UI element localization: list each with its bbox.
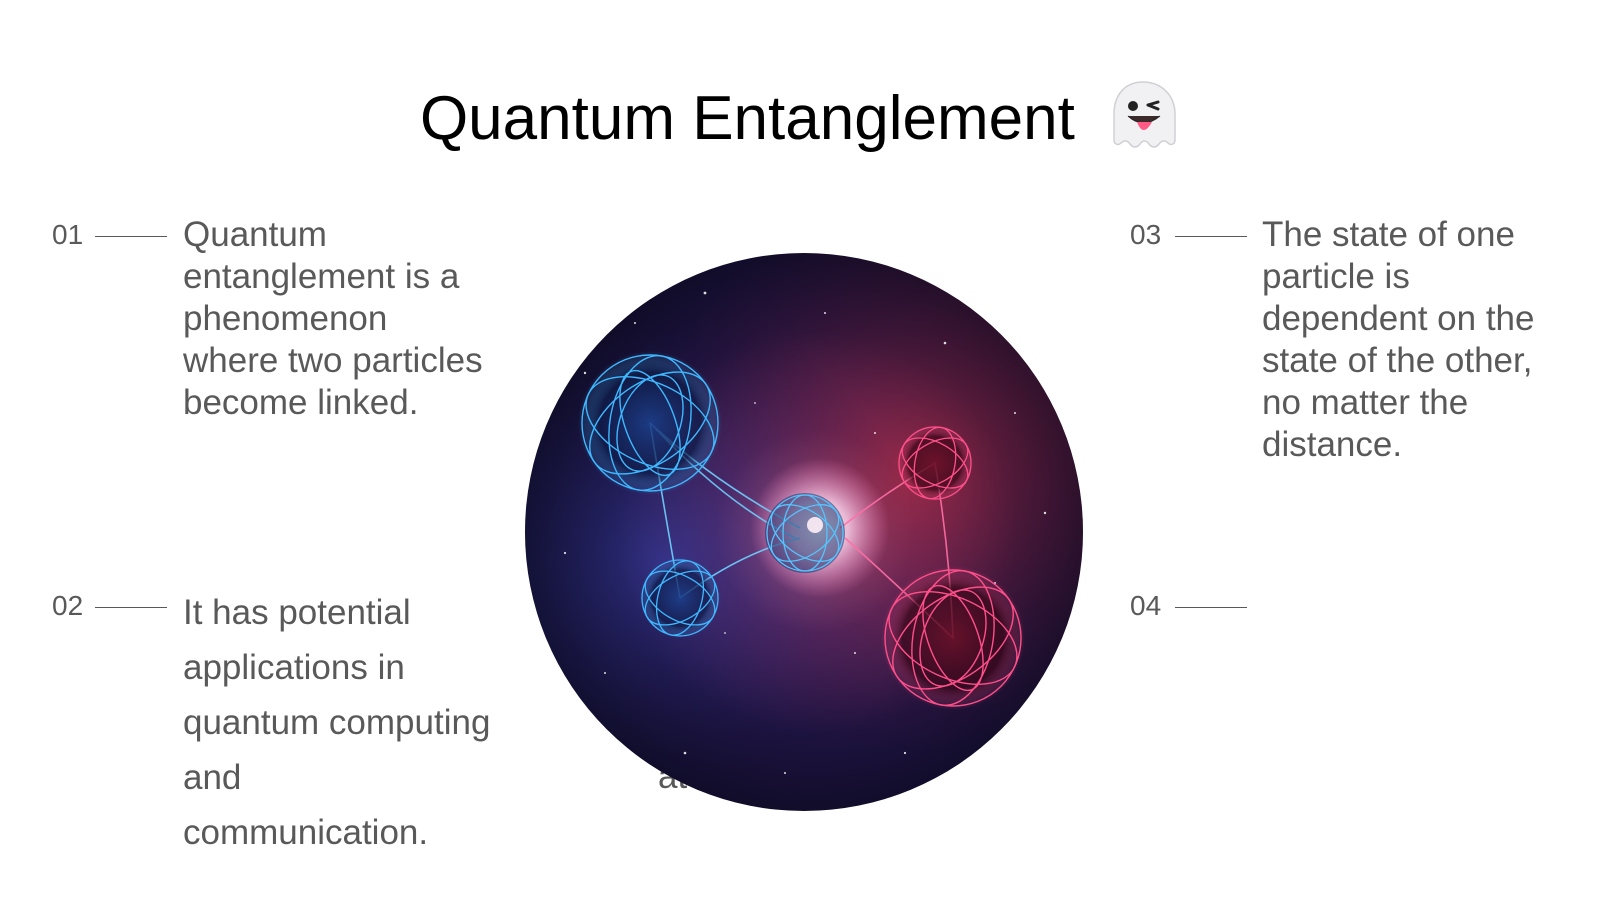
item-rule-02 — [95, 607, 167, 608]
blue-particle-large — [578, 351, 722, 495]
item-text-02: It has potential applications in quantum… — [183, 593, 491, 852]
slide-title: Quantum Entanglement — [0, 78, 1600, 167]
pink-particle-small — [897, 425, 973, 501]
item-rule-04 — [1175, 607, 1247, 608]
blue-particle-small — [640, 558, 720, 638]
item-number-01: 01 — [52, 219, 84, 250]
item-rule-03 — [1175, 236, 1247, 237]
pink-particle-large — [881, 566, 1025, 710]
ghost-emoji-icon — [1106, 78, 1180, 167]
item-number-03: 03 — [1130, 219, 1162, 250]
item-text-03: The state of one particle is dependent o… — [1262, 215, 1535, 464]
center-particle — [765, 493, 845, 573]
item-text-01: Quantum entanglement is a phenomenon whe… — [183, 215, 483, 422]
entanglement-image — [525, 253, 1083, 811]
item-rule-01 — [95, 236, 167, 237]
title-text: Quantum Entanglement — [419, 83, 1075, 153]
item-number-04: 04 — [1130, 590, 1162, 621]
item-number-02: 02 — [52, 590, 84, 621]
